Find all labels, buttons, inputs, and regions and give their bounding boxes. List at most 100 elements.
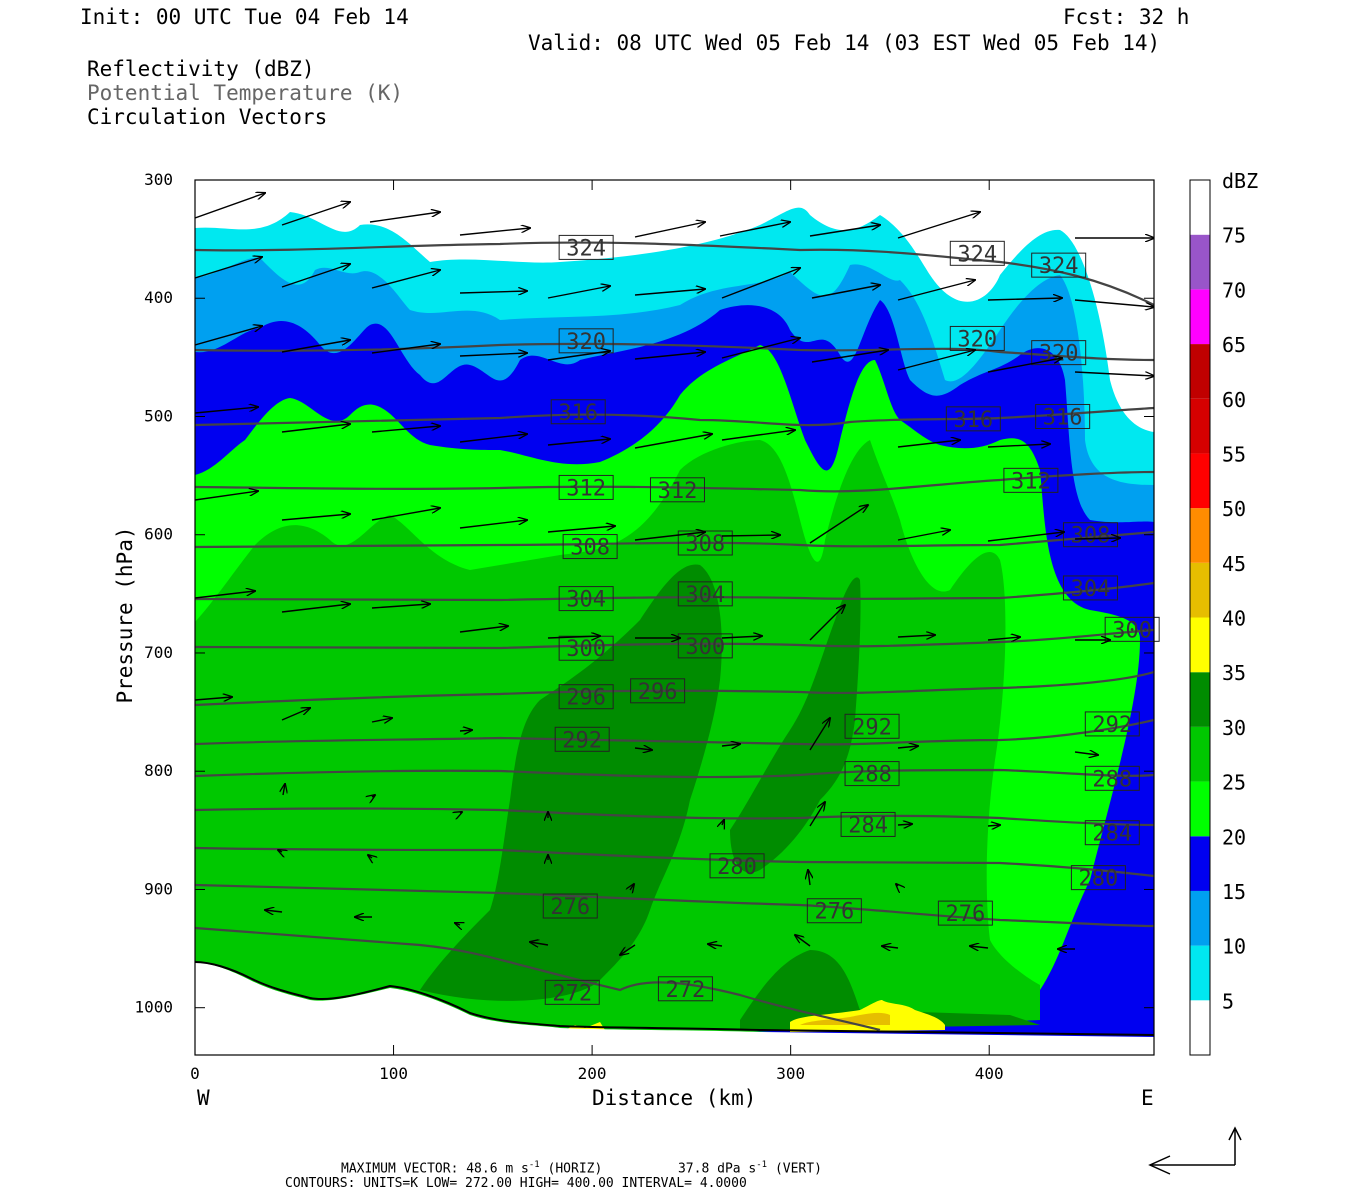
max-vert-unit: (VERT): [774, 1161, 822, 1177]
theta-label-box: [806, 898, 862, 924]
theta-label-box: [677, 581, 733, 607]
theta-label: 272: [657, 976, 713, 1003]
theta-label-box: [630, 678, 686, 704]
below-ground-blank: [195, 962, 1154, 1055]
theta-label-box: [1003, 467, 1059, 493]
x-tick-label: 400: [975, 1064, 1004, 1083]
theta-label-text: 284: [1092, 822, 1132, 847]
theta-label-box: [542, 893, 598, 919]
theta-label: 284: [1084, 820, 1140, 847]
theta-label: 316: [1035, 403, 1091, 430]
theta-label-box: [554, 726, 610, 752]
theta-label: 304: [677, 581, 733, 608]
theta-label-box: [709, 853, 765, 879]
theta-label-text: 316: [953, 408, 993, 433]
theta-label-box: [1084, 820, 1140, 846]
theta-label-text: 320: [957, 327, 997, 352]
colorbar-swatch: [1190, 289, 1210, 345]
theta-label-text: 304: [566, 588, 606, 613]
y-axis-title: Pressure (hPa): [113, 526, 137, 704]
theta-label-box: [1031, 340, 1087, 366]
theta-label-text: 280: [1079, 867, 1119, 892]
x-tick-label: 200: [578, 1064, 607, 1083]
theta-label-text: 304: [685, 583, 725, 608]
theta-label: 312: [649, 477, 705, 504]
theta-label-text: 296: [638, 680, 678, 705]
colorbar-swatch: [1190, 726, 1210, 782]
y-tick-label: 700: [144, 643, 173, 662]
theta-label: 300: [677, 633, 733, 660]
x-axis-title: Distance (km): [592, 1086, 757, 1110]
init-time: Init: 00 UTC Tue 04 Feb 14: [80, 5, 409, 29]
y-tick-label: 1000: [134, 998, 173, 1017]
theta-label: 276: [542, 893, 598, 920]
x-tick-label: 0: [190, 1064, 200, 1083]
theta-label-box: [1035, 403, 1091, 429]
theta-label: 316: [945, 406, 1001, 433]
colorbar-label: 75: [1222, 224, 1246, 248]
theta-label: 320: [949, 325, 1005, 352]
dbz-40-region: [800, 1012, 890, 1025]
theta-label: 312: [558, 474, 614, 501]
colorbar-unit: dBZ: [1222, 169, 1258, 193]
colorbar-label: 10: [1222, 935, 1246, 959]
colorbar-swatch: [1190, 945, 1210, 1001]
theta-label-box: [937, 900, 993, 926]
colorbar-swatch: [1190, 890, 1210, 946]
theta-label-box: [844, 761, 900, 787]
theta-label: 280: [709, 853, 765, 880]
dbz-30-base: [740, 950, 1040, 1030]
circulation-vectors: [195, 193, 1154, 955]
theta-label: 320: [558, 328, 614, 355]
colorbar: 5 10 15 20 25 30 35 40 45 50 55 60 65 70 75 dBZ: [1189, 169, 1258, 1056]
field-theta: Potential Temperature (K): [87, 81, 404, 105]
theta-label-text: 280: [717, 855, 757, 880]
theta-label-text: 312: [1011, 469, 1051, 494]
theta-label: 292: [844, 713, 900, 740]
colorbar-swatch: [1190, 562, 1210, 618]
plot-frame: [194, 179, 1155, 1056]
theta-label-text: 284: [848, 813, 888, 838]
theta-label: 312: [1003, 467, 1059, 494]
theta-label-text: 292: [562, 728, 602, 753]
theta-label: 284: [840, 811, 896, 838]
theta-label-box: [949, 325, 1005, 351]
theta-label-text: 304: [1071, 577, 1111, 602]
field-vectors: Circulation Vectors: [87, 105, 328, 129]
theta-label-text: 316: [558, 401, 598, 426]
theta-label-box: [544, 979, 600, 1005]
colorbar-label: 45: [1222, 552, 1246, 576]
theta-label-box: [840, 811, 896, 837]
theta-label: 276: [806, 898, 862, 925]
colorbar-label: 35: [1222, 661, 1246, 685]
max-horiz-unit: (HORIZ): [547, 1161, 603, 1177]
colorbar-swatch: [1190, 453, 1210, 509]
theta-label: 300: [558, 635, 614, 662]
theta-label-box: [558, 474, 614, 500]
theta-label: 292: [554, 726, 610, 753]
theta-label: 324: [1031, 252, 1087, 279]
max-vector-label: MAXIMUM VECTOR:: [341, 1161, 459, 1177]
theta-label-box: [550, 399, 606, 425]
east-label: E: [1141, 1086, 1154, 1110]
colorbar-swatch: [1190, 508, 1210, 563]
theta-label: 280: [1070, 865, 1126, 892]
theta-label-text: 324: [957, 242, 997, 267]
theta-label-text: 312: [658, 479, 698, 504]
theta-label: 300: [1104, 616, 1160, 643]
colorbar-label: 65: [1222, 333, 1246, 357]
colorbar-label: 55: [1222, 442, 1246, 466]
max-vector-line: MAXIMUM VECTOR: 48.6 m s-1 (HORIZ) 37.8 …: [341, 1157, 822, 1177]
theta-label-box: [1031, 252, 1087, 278]
theta-label-text: 312: [566, 476, 606, 501]
theta-label: 308: [677, 530, 733, 557]
colorbar-label: 30: [1222, 716, 1246, 740]
theta-label: 292: [1084, 711, 1140, 738]
colorbar-swatch: [1190, 180, 1210, 235]
colorbar-label: 5: [1222, 989, 1234, 1013]
theta-label: 296: [630, 678, 686, 705]
theta-label: 272: [544, 979, 600, 1006]
theta-label-text: 276: [550, 895, 590, 920]
theta-label-text: 292: [852, 715, 892, 740]
x-tick-label: 300: [776, 1064, 805, 1083]
